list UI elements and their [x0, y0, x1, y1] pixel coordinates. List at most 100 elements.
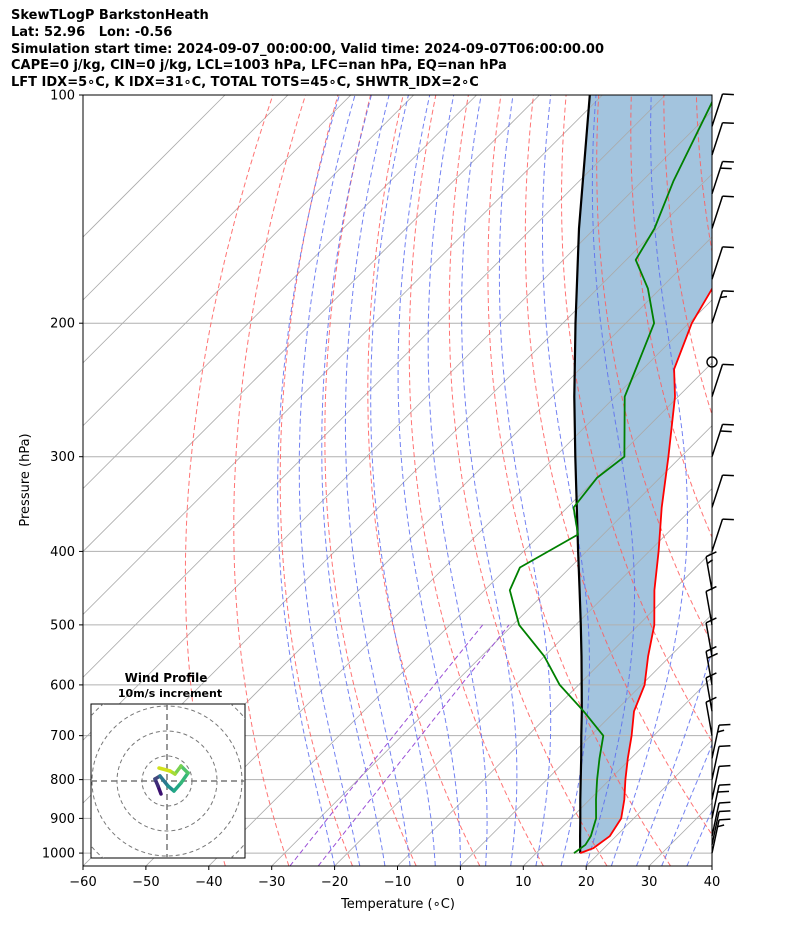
y-tick-label: 200 — [50, 317, 75, 332]
wind-barb — [705, 551, 717, 591]
isotherm-line — [460, 613, 712, 866]
isotherm-line — [83, 95, 414, 427]
y-tick-label: 300 — [50, 450, 75, 465]
wind-barb — [705, 696, 717, 736]
barb-shaft — [711, 746, 720, 780]
isotherm-line — [83, 95, 477, 490]
wind-profile-inset: Wind Profile 10m/s increment — [90, 671, 246, 859]
calm-wind-circle — [706, 356, 718, 368]
mixing-ratio-lines — [289, 624, 510, 866]
barb-flag — [722, 423, 734, 426]
barb-flag — [722, 518, 734, 521]
isotherm-line — [83, 95, 226, 238]
y-tick-label: 700 — [50, 729, 75, 744]
barb-flag — [720, 430, 732, 433]
barb-shaft — [705, 651, 713, 686]
x-tick-label: −60 — [69, 875, 96, 890]
dry-adiabat-line — [663, 95, 712, 417]
dry-adiabat-line — [487, 95, 672, 866]
barb-flag — [722, 93, 734, 96]
x-axis-ticks: −60 −50 −40 −30 −20 −10 0 10 20 30 40 — [69, 866, 720, 890]
moist-adiabat-line — [585, 95, 635, 866]
moist-adiabat-line — [427, 95, 488, 866]
wind-barb — [711, 160, 734, 195]
mixing-ratio-line — [317, 624, 510, 866]
x-tick-label: 40 — [704, 875, 721, 890]
barb-flag — [705, 696, 717, 703]
isotherm-line — [83, 95, 603, 615]
hodograph-segment — [172, 781, 183, 793]
barb-flag — [722, 160, 734, 163]
y-tick-label: 400 — [50, 545, 75, 560]
y-tick-label: 1000 — [42, 847, 75, 862]
barb-flag — [705, 551, 717, 558]
wind-barb — [705, 672, 717, 712]
isotherm-line — [711, 865, 712, 866]
wind-barb — [711, 121, 734, 156]
barb-shaft — [711, 811, 720, 845]
barb-shaft — [711, 802, 720, 837]
dry-adiabat-line — [524, 95, 712, 836]
y-tick-label: 500 — [50, 618, 75, 633]
inset-title: Wind Profile — [125, 671, 208, 685]
isotherm-line — [83, 95, 289, 301]
barb-flag — [719, 818, 731, 821]
isotherm-line — [334, 488, 712, 866]
barb-flag — [722, 246, 734, 249]
dewpoint-profile-line — [508, 100, 712, 854]
wind-barb — [711, 363, 734, 397]
x-tick-label: 0 — [456, 875, 464, 890]
barb-shaft — [711, 161, 724, 195]
dry-adiabat-line — [560, 95, 712, 743]
wind-barb — [711, 518, 734, 552]
title-line-indices-2: LFT IDX=5∘C, K IDX=31∘C, TOTAL TOTS=45∘C… — [11, 75, 479, 91]
barb-shaft — [711, 290, 724, 324]
barb-shaft — [711, 364, 724, 397]
barb-flag — [717, 729, 725, 733]
dry-adiabat-line — [408, 95, 544, 866]
wind-barb — [711, 723, 731, 759]
barb-shaft — [705, 591, 713, 626]
dry-adiabat-line — [448, 95, 608, 866]
sounding-profiles — [508, 95, 712, 854]
isotherm-line — [271, 425, 712, 866]
wind-barb — [711, 818, 731, 854]
hodograph-segment — [158, 774, 170, 788]
moist-adiabat-line — [686, 808, 712, 866]
cape-cin-shading — [574, 95, 712, 854]
temperature-profile-line — [579, 287, 712, 854]
moist-adiabat-line — [321, 95, 386, 866]
moist-adiabat-line — [370, 95, 436, 866]
barb-flag — [719, 810, 731, 813]
mixing-ratio-line — [289, 624, 484, 866]
moist-adiabat-line — [610, 95, 689, 866]
moist-adiabat-line — [542, 95, 590, 866]
wind-barb — [711, 93, 734, 127]
wind-barb — [711, 783, 731, 819]
moist-adiabat-line — [461, 95, 518, 866]
inset-subtitle: 10m/s increment — [118, 687, 222, 700]
moist-adiabat-line — [661, 743, 712, 866]
wind-barb — [706, 356, 718, 368]
moist-adiabat-line — [298, 95, 361, 866]
moist-adiabats — [277, 95, 712, 866]
moist-adiabat-line — [498, 95, 552, 866]
title-line-indices-1: CAPE=0 j/kg, CIN=0 j/kg, LCL=1003 hPa, L… — [11, 58, 507, 74]
y-axis-label: Pressure (hPa) — [18, 433, 33, 526]
hodograph-segment — [157, 766, 172, 773]
barb-shaft — [711, 195, 724, 229]
barb-shaft — [705, 677, 713, 712]
y-tick-label: 600 — [50, 678, 75, 693]
barb-shaft — [705, 622, 713, 657]
dry-adiabat-line — [324, 95, 417, 866]
x-tick-label: 10 — [515, 875, 532, 890]
barb-flag — [706, 559, 714, 565]
x-tick-label: −20 — [321, 875, 348, 890]
hodograph-segment — [179, 771, 190, 785]
barb-flag — [719, 764, 731, 768]
barb-flag — [722, 474, 734, 477]
barb-shaft — [705, 556, 713, 591]
barb-flag — [717, 824, 725, 828]
barb-flag — [719, 801, 731, 804]
